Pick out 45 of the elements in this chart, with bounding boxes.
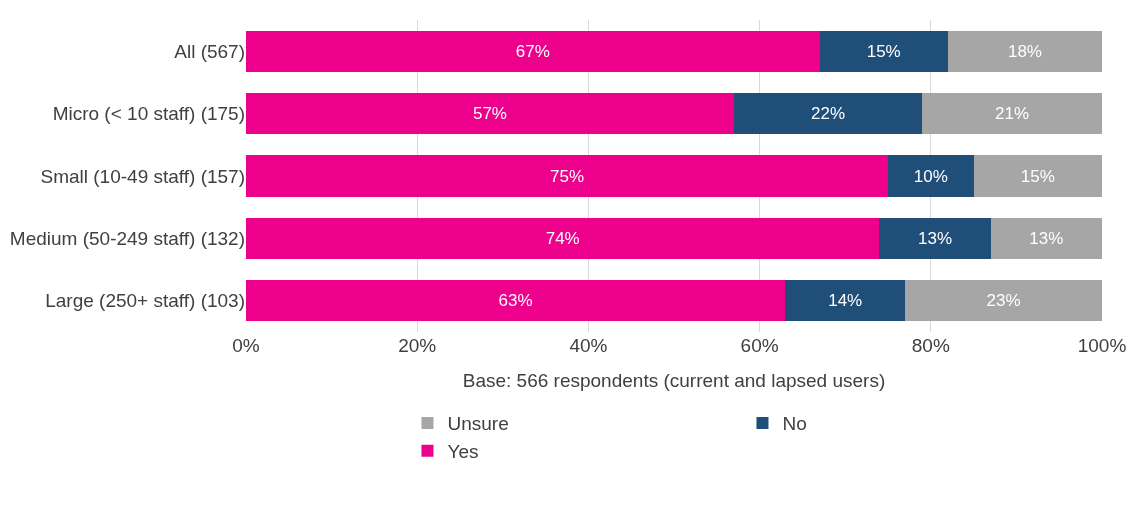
data-label: 67% [515, 41, 550, 61]
y-tick-label: Medium (50-249 staff) (132) [9, 228, 245, 250]
data-label: 10% [913, 166, 948, 186]
x-tick-label: 100% [1077, 335, 1127, 356]
x-tick-label: 60% [740, 335, 779, 356]
bar [922, 93, 1102, 135]
data-label: 13% [918, 228, 953, 248]
y-tick-label: Micro (< 10 staff) (175) [52, 103, 245, 125]
data-label: 22% [811, 104, 846, 124]
x-tick-label: 80% [911, 335, 950, 356]
data-label: 21% [995, 104, 1030, 124]
bar [819, 30, 948, 72]
legend-label: Unsure [447, 413, 509, 435]
bar [973, 155, 1102, 197]
bar [733, 93, 923, 135]
x-axis-title: Base: 566 respondents (current and lapsed users) [462, 369, 886, 391]
x-tick-label: 0% [232, 335, 260, 356]
data-label: 18% [1007, 41, 1042, 61]
bar [246, 155, 888, 197]
data-label: 14% [828, 291, 863, 311]
data-label: 23% [986, 291, 1021, 311]
legend-label: Yes [447, 441, 479, 463]
x-tick-label: 40% [569, 335, 608, 356]
data-label: 75% [549, 166, 585, 186]
bar [246, 217, 880, 259]
x-tick-label: 20% [398, 335, 437, 356]
data-label: 63% [498, 291, 533, 311]
legend-label: No [782, 413, 807, 435]
y-tick-label: Small (10-49 staff) (157) [40, 165, 245, 187]
data-label: 15% [866, 41, 901, 61]
bar [246, 280, 786, 322]
bar [905, 280, 1102, 322]
bar [246, 30, 820, 72]
data-label: 13% [1029, 228, 1064, 248]
bar [947, 30, 1102, 72]
bar [990, 217, 1102, 259]
bar [785, 280, 906, 322]
bar [879, 217, 991, 259]
data-label: 74% [545, 228, 580, 248]
data-label: 57% [472, 104, 507, 124]
y-tick-label: All (567) [174, 40, 245, 62]
bar [888, 155, 974, 197]
y-tick-label: Large (250+ staff) (103) [45, 290, 245, 312]
bar [246, 93, 734, 135]
data-label: 15% [1020, 166, 1055, 186]
